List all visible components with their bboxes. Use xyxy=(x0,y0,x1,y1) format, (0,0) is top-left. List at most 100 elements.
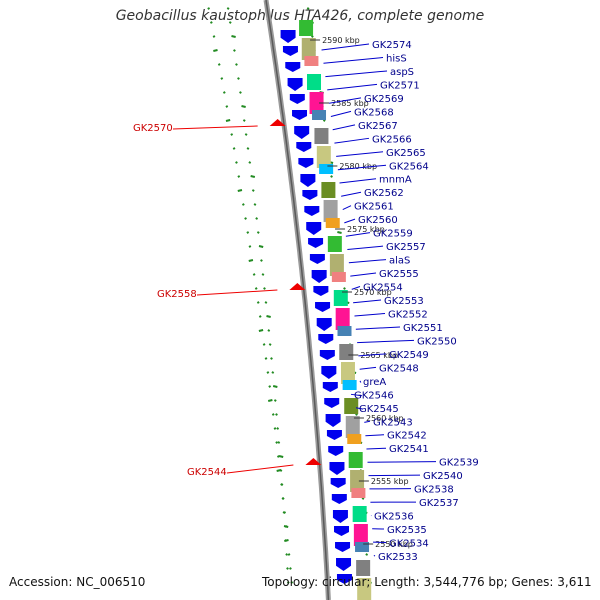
cog-block xyxy=(335,308,350,330)
gene-label-line xyxy=(330,110,352,117)
cog-block xyxy=(319,164,334,174)
gc-dash xyxy=(322,119,326,122)
cog-block xyxy=(323,200,338,222)
gene-label-line xyxy=(327,83,378,91)
gc-dash xyxy=(267,399,273,402)
gene-label-line xyxy=(364,420,371,423)
gene-label: hisS xyxy=(386,53,407,64)
gene-label-line xyxy=(365,434,385,437)
gc-dash xyxy=(231,35,236,38)
gene-label-line xyxy=(358,353,387,357)
gc-dash xyxy=(306,7,310,10)
gc-dash xyxy=(276,455,280,458)
gc-dash xyxy=(263,287,266,290)
forward-gene-arrow xyxy=(334,526,350,536)
gc-dash xyxy=(279,469,283,472)
forward-gene-arrow xyxy=(300,174,316,187)
forward-gene-arrow xyxy=(329,462,345,475)
gc-dash xyxy=(282,511,286,514)
gene-label: GK2534 xyxy=(389,539,429,550)
gc-dash xyxy=(260,259,263,262)
cog-block xyxy=(339,344,354,360)
forward-gene-arrow xyxy=(331,494,347,504)
gc-dash xyxy=(237,77,240,80)
forward-gene-arrow xyxy=(282,46,298,56)
gc-dash xyxy=(343,287,346,290)
cog-block xyxy=(353,524,368,546)
gc-dash xyxy=(272,385,278,388)
gene-label: GK2540 xyxy=(423,471,463,482)
gc-dash xyxy=(275,413,278,416)
gc-dash xyxy=(290,581,294,584)
gene-label: GK2545 xyxy=(359,404,399,415)
gc-dash xyxy=(289,567,292,570)
gene-label-line xyxy=(351,286,361,290)
gc-dash xyxy=(220,77,224,80)
gc-dash xyxy=(330,175,333,178)
forward-gene-arrow xyxy=(318,334,334,344)
reverse-gene-arrow xyxy=(269,119,286,126)
forward-gene-arrow xyxy=(319,350,335,360)
cog-block xyxy=(316,146,331,168)
gc-dash xyxy=(264,357,268,360)
gene-label: GK2571 xyxy=(380,80,420,91)
gene-label-line xyxy=(353,299,382,304)
forward-gene-arrow xyxy=(294,126,310,139)
gc-dash xyxy=(276,427,280,430)
gc-dash xyxy=(271,371,275,374)
forward-gene-arrow xyxy=(316,318,332,331)
gene-label: GK2566 xyxy=(372,134,412,145)
forward-gene-arrow xyxy=(289,94,305,104)
backbone-core xyxy=(265,0,330,600)
map-title: Geobacillus kaustophilus HTA426, complet… xyxy=(115,8,485,24)
gc-dash xyxy=(268,385,272,388)
gc-dash xyxy=(253,203,257,206)
kbp-tick-label: 2585 kbp xyxy=(331,99,369,108)
gc-dash xyxy=(258,329,264,332)
gene-label: GK2554 xyxy=(363,283,403,294)
gc-dash xyxy=(241,203,245,206)
gc-dash xyxy=(213,49,218,52)
gene-label: greA xyxy=(363,377,386,388)
gc-dash xyxy=(232,147,236,150)
kbp-tick-label: 2560 kbp xyxy=(366,414,404,423)
forward-gene-arrow xyxy=(328,446,344,456)
forward-gene-arrow xyxy=(336,558,352,571)
gc-dash xyxy=(287,553,291,556)
cog-block xyxy=(350,470,365,492)
forward-gene-arrow xyxy=(321,366,337,379)
gene-label: GK2560 xyxy=(358,215,398,226)
gc-dash xyxy=(233,49,236,52)
gene-label: GK2562 xyxy=(364,188,404,199)
gene-label: GK2541 xyxy=(389,444,429,455)
cog-block xyxy=(333,290,348,306)
gene-label-line xyxy=(355,407,364,410)
gc-dash xyxy=(286,581,290,584)
gene-label: mnmA xyxy=(379,175,412,186)
gc-dash xyxy=(250,175,256,178)
cog-block xyxy=(342,380,357,390)
gene-label: GK2559 xyxy=(373,229,413,240)
gene-label-line xyxy=(359,366,377,370)
gene-label-line xyxy=(359,380,362,383)
forward-gene-arrow xyxy=(335,542,351,552)
gene-label: GK2569 xyxy=(364,94,404,105)
gene-label: GK2536 xyxy=(374,512,414,523)
gene-label: GK2552 xyxy=(388,309,428,320)
gc-dash xyxy=(252,273,256,276)
cog-block xyxy=(329,254,344,276)
gc-dash xyxy=(225,105,229,108)
cog-block xyxy=(337,326,352,336)
gc-dash xyxy=(286,567,289,570)
cog-block xyxy=(325,218,340,228)
gene-label: GK2553 xyxy=(384,296,424,307)
forward-gene-arrow xyxy=(309,254,325,264)
gc-dash xyxy=(230,133,234,136)
gc-dash xyxy=(337,231,342,234)
gc-dash xyxy=(266,371,270,374)
forward-gene-arrow xyxy=(330,478,346,488)
gene-label: GK2568 xyxy=(354,107,394,118)
gc-dash xyxy=(207,7,211,10)
forward-gene-arrow xyxy=(308,238,324,248)
gc-dash xyxy=(248,259,254,262)
